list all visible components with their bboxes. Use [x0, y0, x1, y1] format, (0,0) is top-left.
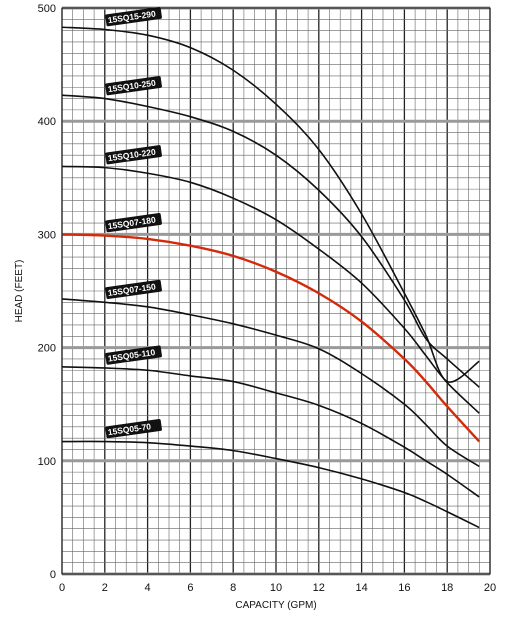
series-line	[61, 26, 480, 383]
curve-label-tag	[105, 345, 162, 365]
series-line	[61, 233, 481, 443]
x-tick-label: 12	[313, 582, 325, 594]
curve-label-tag	[105, 6, 162, 27]
curve-labels: 15SQ15-290 15SQ10-250 15SQ10-220 15SQ07-180…	[105, 6, 162, 439]
y-axis-title: HEAD (FEET)	[14, 260, 25, 323]
y-tick-label: 300	[38, 229, 56, 241]
y-tick-label: 200	[38, 343, 56, 355]
x-tick-label: 14	[355, 582, 367, 594]
series-line	[61, 94, 480, 388]
x-tick-label: 0	[59, 582, 65, 594]
curves	[61, 26, 481, 529]
series-line	[61, 165, 480, 414]
curve-label-tag	[105, 145, 162, 165]
curve-label: 15SQ15-290	[105, 6, 162, 27]
y-tick-labels: 0 100 200 300 400 500	[38, 3, 56, 581]
curve-label: 15SQ10-250	[105, 76, 162, 96]
series-line	[61, 440, 480, 529]
plot-frame	[61, 7, 491, 575]
x-axis-title: CAPACITY (GPM)	[235, 600, 316, 611]
y-tick-label: 400	[38, 116, 56, 128]
x-tick-label: 16	[398, 582, 410, 594]
curve-label-tag	[105, 212, 162, 233]
y-tick-label: 500	[38, 3, 56, 15]
curve-label: 15SQ07-180	[105, 212, 162, 233]
x-tick-label: 10	[270, 582, 282, 594]
curve-label-tag	[105, 76, 162, 96]
x-tick-label: 18	[441, 582, 453, 594]
series-line	[61, 366, 480, 498]
curve-label: 15SQ05-70	[105, 419, 162, 439]
curve-label: 15SQ10-220	[105, 145, 162, 165]
x-tick-label: 2	[102, 582, 108, 594]
x-tick-label: 4	[145, 582, 151, 594]
curve-label-tag	[105, 419, 162, 439]
y-tick-label: 100	[38, 456, 56, 468]
x-tick-labels: 0 2 4 6 8 10 12 14 16 18 20	[59, 582, 496, 594]
y-tick-label: 0	[50, 569, 56, 581]
x-tick-label: 8	[230, 582, 236, 594]
series-line	[61, 298, 480, 468]
curve-label: 15SQ05-110	[105, 345, 162, 365]
curve-label: 15SQ07-150	[105, 279, 162, 300]
x-tick-label: 20	[484, 582, 496, 594]
curve-label-tag	[105, 279, 162, 300]
x-tick-label: 6	[187, 582, 193, 594]
